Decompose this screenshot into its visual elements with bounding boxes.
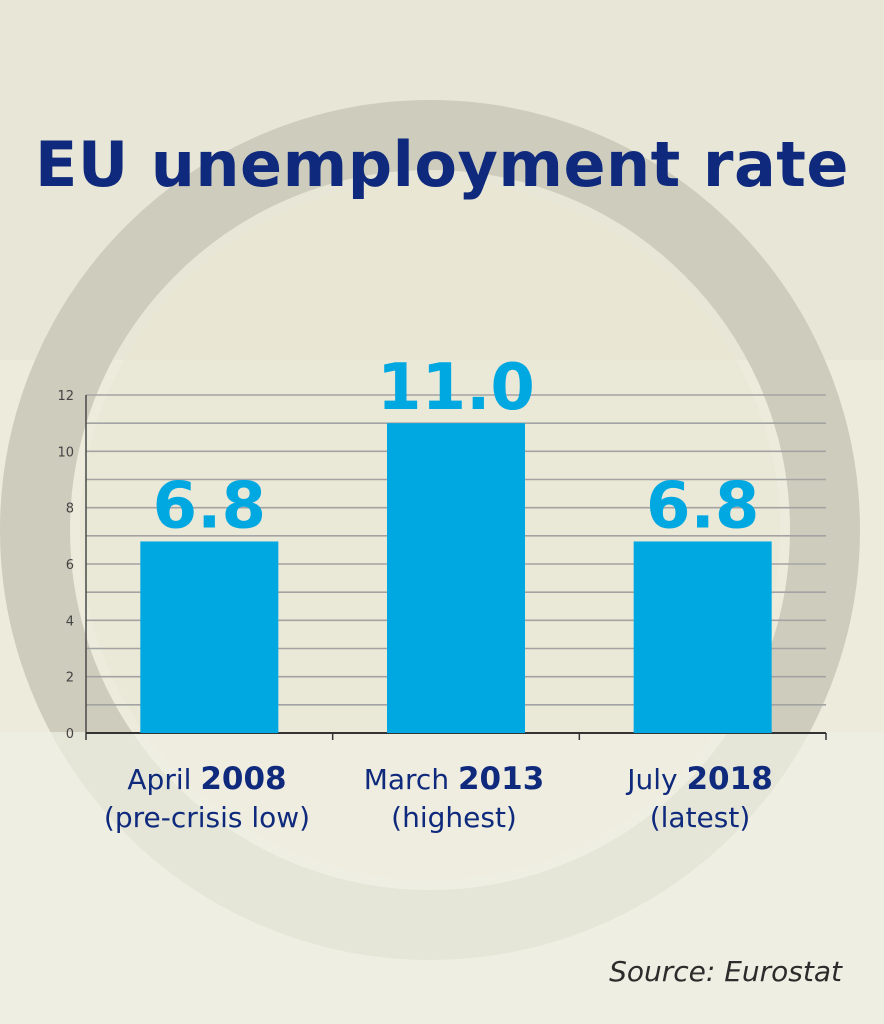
y-tick-label: 8 xyxy=(66,502,74,517)
y-tick-label: 2 xyxy=(66,671,74,686)
category-label-1: April 2008 (pre-crisis low) xyxy=(103,761,311,834)
y-tick-label: 0 xyxy=(66,727,74,742)
source-note: Source: Eurostat xyxy=(609,955,842,988)
category-label-3: July 2018 (latest) xyxy=(627,761,773,834)
chart-title: EU unemployment rate xyxy=(35,128,849,201)
bar-value-label: 11.0 xyxy=(377,360,535,425)
bar-chart: 0 2 4 6 8 10 12 6.8 11.0 6.8 xyxy=(57,360,827,742)
category-label-2: March 2013 (highest) xyxy=(363,761,545,834)
y-tick-label: 10 xyxy=(57,445,74,460)
bar xyxy=(387,423,525,733)
bar xyxy=(140,541,279,733)
y-tick-label: 4 xyxy=(66,614,74,629)
bar xyxy=(633,541,772,733)
bar-value-label: 6.8 xyxy=(153,469,266,543)
y-tick-label: 6 xyxy=(66,558,74,573)
y-tick-label: 12 xyxy=(57,389,74,404)
bar-value-label: 6.8 xyxy=(646,469,759,543)
